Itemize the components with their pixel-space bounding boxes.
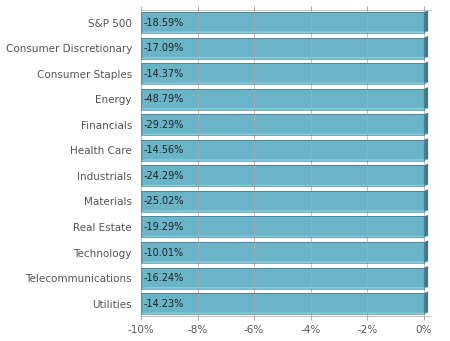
Polygon shape xyxy=(141,262,428,263)
Bar xyxy=(141,191,424,212)
Bar xyxy=(141,140,424,161)
Polygon shape xyxy=(141,134,428,135)
Polygon shape xyxy=(424,11,428,33)
Bar xyxy=(141,114,424,135)
Polygon shape xyxy=(424,266,428,288)
Bar xyxy=(141,63,424,84)
Bar xyxy=(141,89,424,110)
Polygon shape xyxy=(141,287,428,288)
Polygon shape xyxy=(141,210,428,212)
Polygon shape xyxy=(424,215,428,237)
Text: -18.59%: -18.59% xyxy=(143,17,184,28)
Text: -10.01%: -10.01% xyxy=(143,248,183,257)
Bar xyxy=(141,191,424,212)
Polygon shape xyxy=(424,62,428,84)
Bar xyxy=(141,140,424,161)
Polygon shape xyxy=(141,57,428,59)
Polygon shape xyxy=(141,313,428,314)
Text: -17.09%: -17.09% xyxy=(143,43,184,53)
Polygon shape xyxy=(141,108,428,110)
Bar xyxy=(141,293,424,314)
Text: -14.56%: -14.56% xyxy=(143,145,184,155)
Polygon shape xyxy=(424,87,428,110)
Bar xyxy=(141,89,424,110)
Bar xyxy=(141,165,424,186)
Bar xyxy=(141,293,424,314)
Polygon shape xyxy=(141,185,428,186)
Bar xyxy=(141,242,424,263)
Bar xyxy=(141,12,424,33)
Polygon shape xyxy=(424,189,428,212)
Polygon shape xyxy=(424,164,428,186)
Bar xyxy=(141,268,424,288)
Polygon shape xyxy=(424,36,428,59)
Text: -14.23%: -14.23% xyxy=(143,299,184,309)
Bar xyxy=(141,217,424,237)
Bar xyxy=(141,63,424,84)
Bar xyxy=(141,38,424,59)
Bar xyxy=(141,12,424,33)
Bar xyxy=(141,217,424,237)
Polygon shape xyxy=(424,113,428,135)
Text: -25.02%: -25.02% xyxy=(143,196,184,206)
Polygon shape xyxy=(141,83,428,84)
Bar xyxy=(141,268,424,288)
Bar xyxy=(141,38,424,59)
Text: -19.29%: -19.29% xyxy=(143,222,184,232)
Polygon shape xyxy=(424,138,428,161)
Bar xyxy=(141,242,424,263)
Polygon shape xyxy=(424,292,428,314)
Polygon shape xyxy=(141,159,428,161)
Text: -14.37%: -14.37% xyxy=(143,69,184,79)
Text: -48.79%: -48.79% xyxy=(143,94,184,104)
Text: -29.29%: -29.29% xyxy=(143,120,184,130)
Text: -16.24%: -16.24% xyxy=(143,273,184,283)
Polygon shape xyxy=(141,236,428,237)
Bar xyxy=(141,114,424,135)
Text: -24.29%: -24.29% xyxy=(143,171,184,181)
Polygon shape xyxy=(424,240,428,263)
Polygon shape xyxy=(141,31,428,33)
Bar xyxy=(141,165,424,186)
